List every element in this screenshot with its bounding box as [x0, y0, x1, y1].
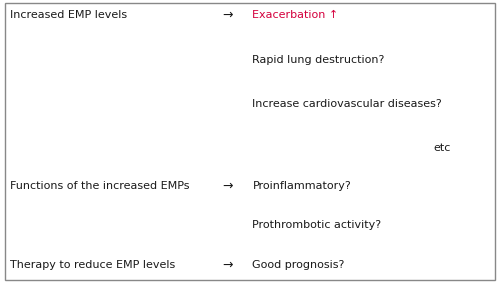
Text: Increased EMP levels: Increased EMP levels — [10, 10, 127, 20]
Text: Good prognosis?: Good prognosis? — [252, 260, 345, 270]
Text: Therapy to reduce EMP levels: Therapy to reduce EMP levels — [10, 260, 175, 270]
Text: Prothrombotic activity?: Prothrombotic activity? — [252, 220, 382, 230]
Text: Functions of the increased EMPs: Functions of the increased EMPs — [10, 181, 190, 191]
Text: Proinflammatory?: Proinflammatory? — [252, 181, 351, 191]
Text: Increase cardiovascular diseases?: Increase cardiovascular diseases? — [252, 99, 442, 109]
Text: →: → — [222, 9, 233, 22]
Text: →: → — [222, 179, 233, 192]
Text: etc: etc — [434, 143, 451, 153]
Text: Exacerbation ↑: Exacerbation ↑ — [252, 10, 338, 20]
Text: Rapid lung destruction?: Rapid lung destruction? — [252, 55, 385, 65]
Text: →: → — [222, 258, 233, 271]
